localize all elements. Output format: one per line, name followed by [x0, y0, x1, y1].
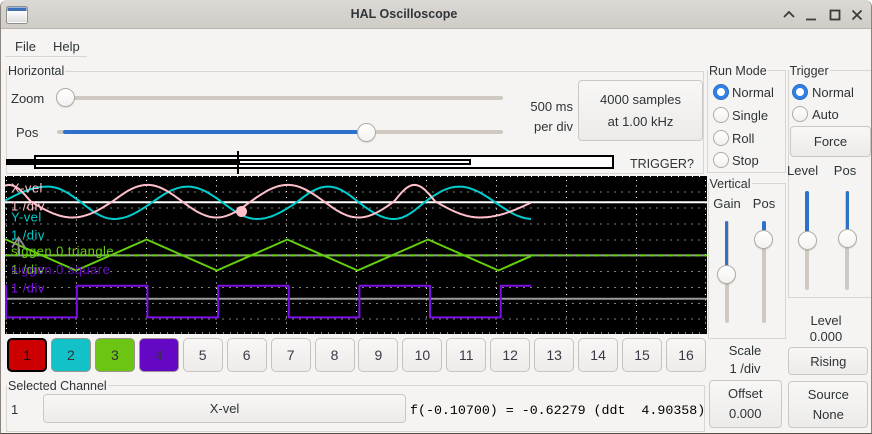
svg-text:siggen.0.triangle: siggen.0.triangle: [11, 244, 114, 259]
svg-text:1 /div: 1 /div: [11, 262, 45, 277]
svg-text:X-vel: X-vel: [11, 181, 43, 196]
svg-text:Y-vel: Y-vel: [11, 210, 42, 225]
svg-text:1 /div: 1 /div: [11, 199, 45, 214]
svg-text:siggen.0.square: siggen.0.square: [11, 262, 110, 277]
svg-text:1 /div: 1 /div: [11, 281, 45, 296]
svg-text:1 /div: 1 /div: [11, 228, 45, 243]
